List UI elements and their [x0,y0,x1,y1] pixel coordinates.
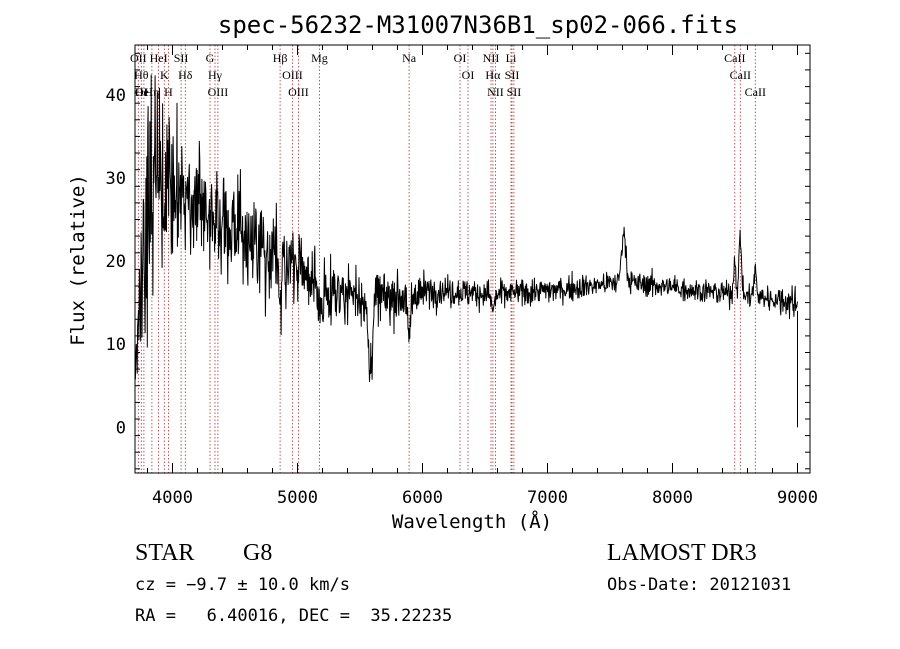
x-tick-label: 7000 [527,488,568,508]
x-tick-label: 8000 [652,488,693,508]
y-tick-label: 30 [106,169,126,189]
line-marker-label: NII [487,85,504,99]
line-marker-label: OI [462,68,475,82]
chart-title: spec-56232-M31007N36B1_sp02-066.fits [218,11,738,39]
survey-name: LAMOST DR3 [607,540,757,566]
x-tick-label: 4000 [152,488,193,508]
line-marker-label: Mg [311,51,328,65]
x-tick-label: 5000 [277,488,318,508]
x-axis-ticks: 4000 5000 6000 7000 8000 9000 [147,45,818,508]
line-marker-label: Hβ [273,51,288,65]
line-marker-label: H [164,85,173,99]
line-marker-label: OII [130,51,147,65]
line-marker-label: Hθ [134,68,149,82]
line-marker-label: SII [507,85,522,99]
y-tick-label: 40 [106,86,126,106]
y-tick-label: 10 [106,335,126,355]
line-marker-label: SII [174,51,189,65]
line-marker-label: HeI [135,85,153,99]
line-marker-label: K [160,68,169,82]
y-tick-label: 20 [106,252,126,272]
line-marker-label: Na [402,51,417,65]
line-marker-label: OIII [288,85,309,99]
spectral-subclass: G8 [243,540,272,566]
line-marker-label: G [206,51,215,65]
line-marker-label: CaII [724,51,745,65]
line-marker-label: Hγ [208,68,223,82]
line-marker-label: Hδ [178,68,193,82]
line-marker-label: Li [506,51,517,65]
observation-date: Obs-Date: 20121031 [607,575,791,595]
line-marker-label: OI [454,51,467,65]
spectrum-line [134,74,798,383]
spectrum-series [134,74,798,428]
line-marker-label: Hα [485,68,501,82]
x-tick-label: 6000 [402,488,443,508]
x-axis-label: Wavelength (Å) [392,510,552,533]
line-marker-label: HeI [150,51,168,65]
line-marker-labels: OIIHθOIHeIHηHeIKHSIIHδGHγOIIIHβOIIIOIIIM… [130,51,766,99]
line-marker-label: CaII [745,85,766,99]
ra-dec-coordinates: RA = 6.40016, DEC = 35.22235 [135,606,452,626]
y-tick-label: 0 [116,418,126,438]
line-marker-label: OIII [282,68,303,82]
line-marker-label: CaII [730,68,751,82]
x-tick-label: 9000 [777,488,818,508]
line-marker-label: OI [135,85,148,99]
redshift-cz: cz = −9.7 ± 10.0 km/s [135,575,350,595]
y-axis-ticks: 0 10 20 30 40 [106,52,810,470]
y-axis-label: Flux (relative) [67,174,89,346]
line-marker-label: NII [483,51,500,65]
line-marker-label: SII [505,68,520,82]
line-marker-label: OIII [208,85,229,99]
spectral-class: STAR [135,540,194,566]
